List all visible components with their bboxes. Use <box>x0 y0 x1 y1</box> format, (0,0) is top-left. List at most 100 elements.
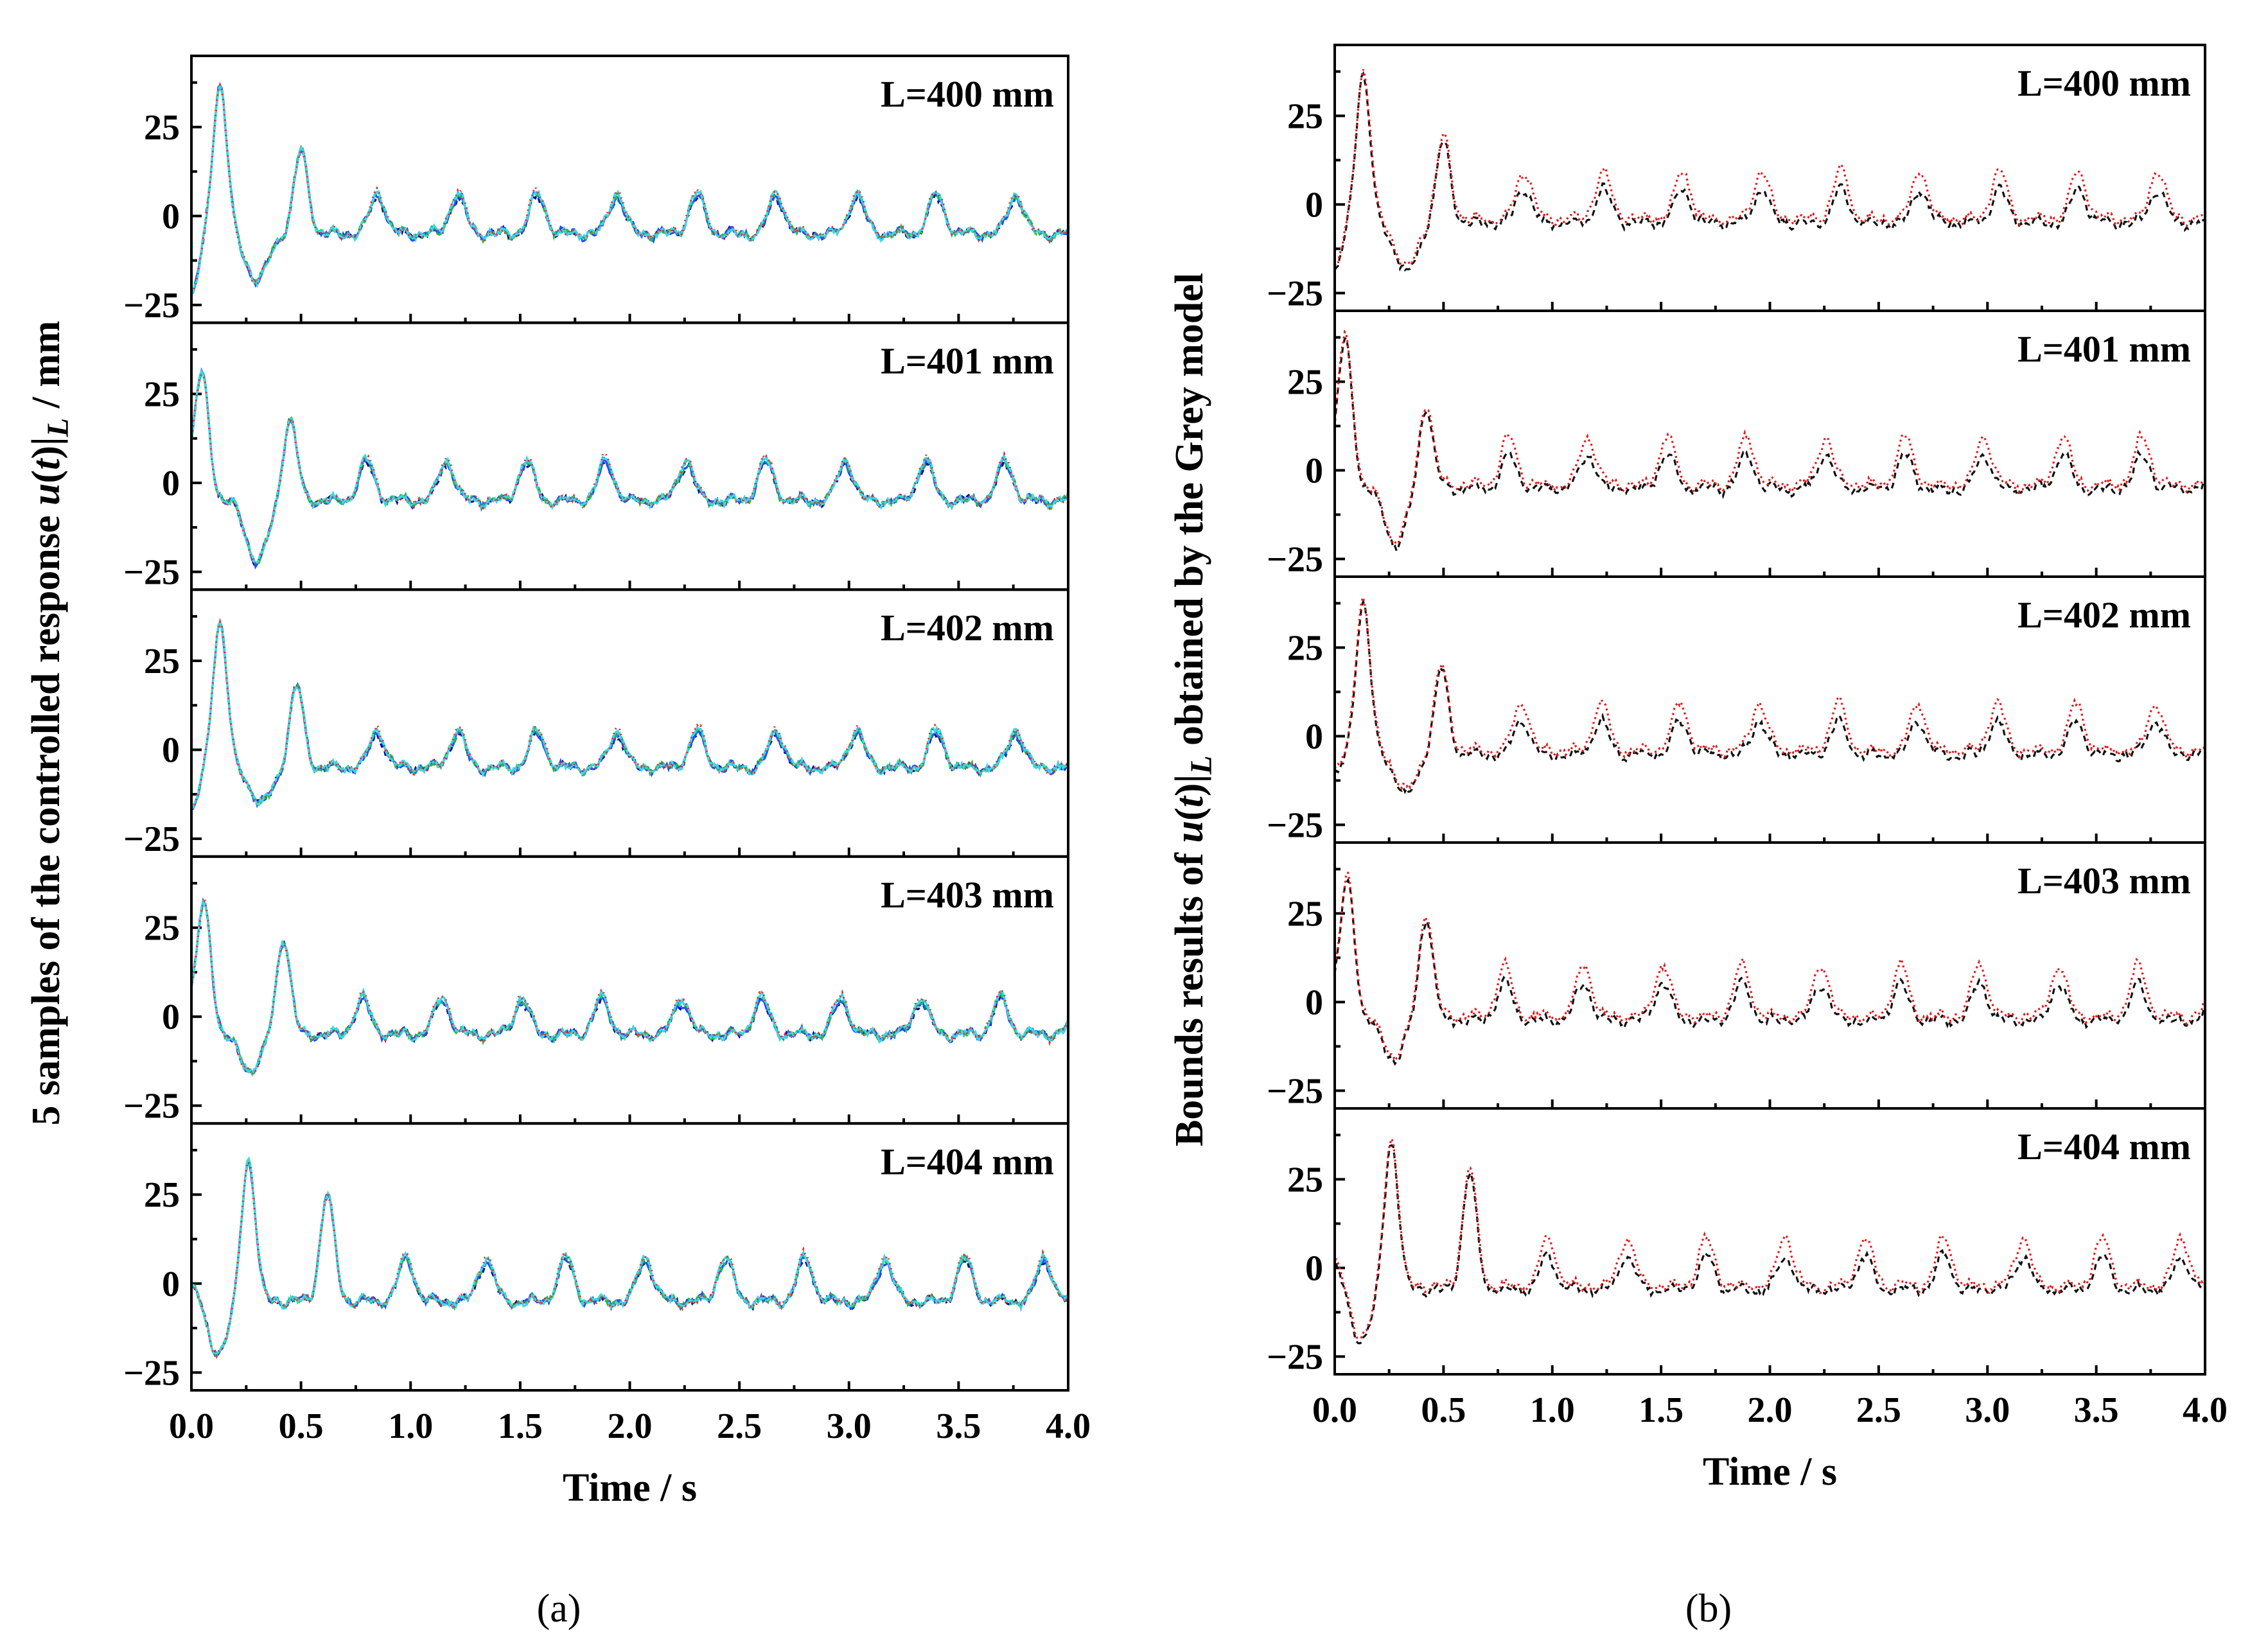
y-axis-title: Bounds results of u(t)|L obtained by the… <box>1168 273 1218 1146</box>
panel-frame <box>1333 1107 2206 1376</box>
series-line <box>191 618 1068 810</box>
series-line <box>191 85 1068 295</box>
y-tick-label: −25 <box>123 1087 180 1126</box>
series-line <box>1335 1135 2205 1339</box>
y-tick-label: −25 <box>1267 1071 1323 1111</box>
panel: 25 0 −25 L=404 mm <box>123 1122 1069 1393</box>
x-tick-label: 2.0 <box>608 1406 653 1446</box>
y-tick-label: 25 <box>1287 1160 1323 1200</box>
y-tick-label: −25 <box>123 552 180 592</box>
series-group <box>1335 593 2205 794</box>
panel: 25 0 −25 L=401 mm <box>123 321 1069 592</box>
panel: 25 0 −25 L=403 mm <box>123 855 1069 1126</box>
subfigure-label: (b) <box>1685 1587 1732 1631</box>
series-group <box>1335 329 2205 554</box>
series-line <box>191 897 1068 1074</box>
x-tick-label: 2.5 <box>717 1406 762 1446</box>
y-tick-label: 0 <box>162 731 180 771</box>
x-tick-label: 2.5 <box>1856 1390 1901 1430</box>
series-line <box>191 619 1068 810</box>
y-tick-label: 25 <box>1287 362 1323 402</box>
y-tick-label: 0 <box>1305 451 1323 491</box>
y-tick-label: −25 <box>1267 805 1323 845</box>
x-tick-label: 1.0 <box>1530 1390 1575 1430</box>
series-line <box>191 899 1068 1078</box>
y-tick-label: 25 <box>144 374 180 414</box>
x-axis-title: Time / s <box>1703 1450 1837 1494</box>
series-line <box>1335 337 2205 554</box>
y-tick-label: 0 <box>1305 983 1323 1022</box>
y-tick-label: 25 <box>144 1175 180 1215</box>
y-tick-label: 0 <box>1305 717 1323 756</box>
y-tick-label: −25 <box>1267 1337 1323 1377</box>
panel-title: L=401 mm <box>881 340 1054 382</box>
series-line <box>191 1159 1068 1357</box>
y-tick-label: 0 <box>162 1264 180 1304</box>
y-tick-label: 25 <box>144 642 180 681</box>
x-tick-label: 4.0 <box>1046 1406 1091 1446</box>
series-line <box>191 83 1068 294</box>
series-group <box>191 1156 1068 1360</box>
x-tick-label: 1.0 <box>388 1406 433 1446</box>
y-tick-label: −25 <box>1267 539 1323 579</box>
panel-title: L=402 mm <box>2017 594 2191 636</box>
y-tick-label: 0 <box>162 464 180 503</box>
series-line <box>1335 71 2205 272</box>
series-group <box>191 81 1068 295</box>
series-line <box>191 1161 1068 1358</box>
subfigure-label: (a) <box>537 1587 581 1631</box>
series-line <box>191 1160 1068 1360</box>
x-tick-label: 0.0 <box>1312 1390 1357 1430</box>
series-line <box>1335 877 2205 1066</box>
x-tick-label: 0.0 <box>169 1406 214 1446</box>
series-line <box>191 81 1068 295</box>
series-line <box>191 367 1068 570</box>
x-tick-label: 1.5 <box>1639 1390 1683 1430</box>
series-line <box>191 620 1068 810</box>
panel-title: L=404 mm <box>881 1141 1054 1182</box>
y-tick-label: 0 <box>162 997 180 1037</box>
y-tick-label: −25 <box>123 819 180 859</box>
series-line <box>191 1157 1068 1358</box>
series-group <box>191 367 1068 570</box>
y-tick-label: 25 <box>1287 628 1323 668</box>
series-group <box>1335 1135 2205 1345</box>
x-tick-label: 3.0 <box>827 1406 872 1446</box>
series-line <box>191 371 1068 568</box>
panel-title: L=402 mm <box>881 607 1054 649</box>
series-line <box>191 618 1068 810</box>
panel: 25 0 −25 L=404 mm <box>1267 1107 2206 1377</box>
y-tick-label: 25 <box>144 108 180 148</box>
series-line <box>191 372 1068 564</box>
series-line <box>191 900 1068 1076</box>
series-line <box>191 1156 1068 1354</box>
panel: 25 0 −25 L=400 mm <box>1267 44 2206 313</box>
x-tick-label: 3.5 <box>2074 1390 2119 1430</box>
x-tick-label: 3.5 <box>936 1406 981 1446</box>
x-tick-label: 0.5 <box>279 1406 324 1446</box>
y-tick-label: 25 <box>1287 894 1323 934</box>
x-tick-label: 0.5 <box>1421 1390 1466 1430</box>
series-group <box>1335 871 2205 1066</box>
panel: 25 0 −25 L=401 mm <box>1267 310 2206 579</box>
series-line <box>191 619 1068 810</box>
series-line <box>1335 593 2205 791</box>
x-tick-label: 4.0 <box>2183 1390 2228 1430</box>
y-tick-label: −25 <box>123 1353 180 1393</box>
x-tick-label: 3.0 <box>1965 1390 2010 1430</box>
series-group <box>191 897 1068 1079</box>
series-line <box>191 369 1068 564</box>
y-tick-label: −25 <box>123 286 180 326</box>
series-line <box>1335 599 2205 794</box>
x-tick-label: 1.5 <box>498 1406 543 1446</box>
y-tick-label: 0 <box>1305 1248 1323 1288</box>
y-tick-label: 25 <box>1287 96 1323 136</box>
panel-title: L=401 mm <box>2017 328 2191 370</box>
panel: 25 0 −25 L=403 mm <box>1267 841 2206 1111</box>
y-tick-label: 0 <box>1305 185 1323 225</box>
x-tick-label: 2.0 <box>1748 1390 1793 1430</box>
series-group <box>191 618 1068 810</box>
panel-title: L=400 mm <box>2017 62 2191 104</box>
panel-frame <box>190 1122 1069 1392</box>
